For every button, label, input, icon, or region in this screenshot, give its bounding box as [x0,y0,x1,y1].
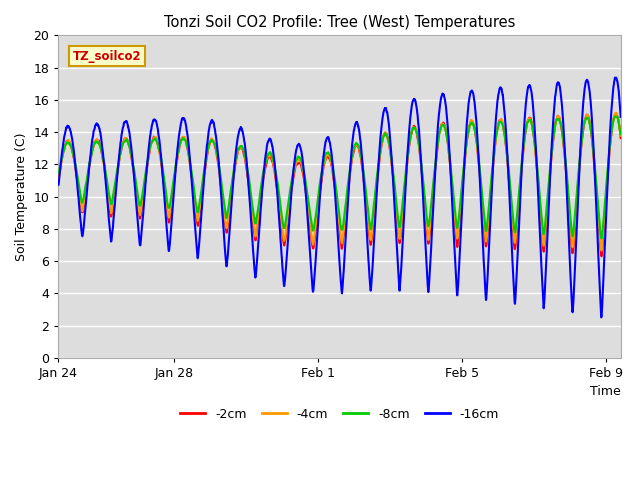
Legend: -2cm, -4cm, -8cm, -16cm: -2cm, -4cm, -8cm, -16cm [175,403,504,426]
Text: TZ_soilco2: TZ_soilco2 [72,50,141,63]
X-axis label: Time: Time [590,385,621,398]
Y-axis label: Soil Temperature (C): Soil Temperature (C) [15,132,28,261]
Title: Tonzi Soil CO2 Profile: Tree (West) Temperatures: Tonzi Soil CO2 Profile: Tree (West) Temp… [164,15,515,30]
